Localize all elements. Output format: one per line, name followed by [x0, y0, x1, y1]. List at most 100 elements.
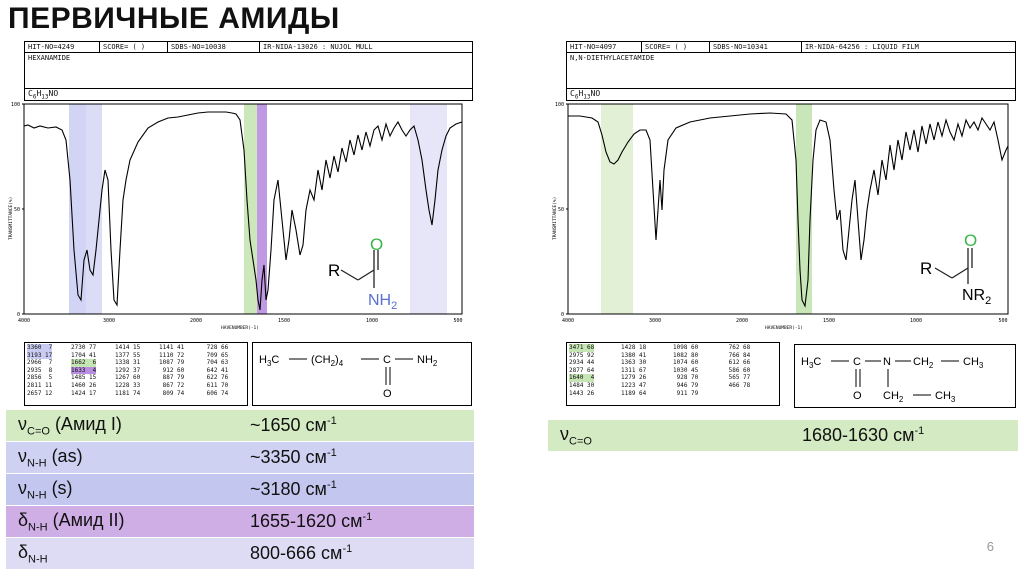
- left-peak-col-4: 728 66 709 65 704 63 642 41 622 76 611 7…: [203, 344, 229, 397]
- table-row: νC=O 1680-1630 см-1: [548, 420, 1018, 452]
- band-label: δN-H: [6, 537, 238, 570]
- right-peak-cell: 1428 18: [621, 344, 647, 351]
- band-value: 1680-1630 см-1: [790, 420, 1018, 452]
- left-ir-method: IR-NIDA-13026 : NUJOL MULL: [263, 43, 373, 51]
- left-peak-cell: 2935 8: [27, 366, 53, 374]
- left-peak-cell: 704 63: [203, 359, 229, 367]
- right-peak-table: 3471 68 2975 92 2934 44 2877 64 1640 4 1…: [566, 342, 780, 406]
- left-amide-structure: [340, 250, 379, 288]
- right-peak-col-3: 762 68 766 84 612 66 586 60 565 77 466 7…: [725, 344, 751, 390]
- left-peak-cell: 2730 77: [71, 344, 97, 351]
- left-peak-cell: 1292 37: [115, 366, 141, 374]
- left-peak-cell: 1414 15: [115, 344, 141, 351]
- left-peak-cell: 1338 31: [115, 359, 141, 367]
- right-formula-h3c: H3C: [801, 356, 821, 370]
- left-x-tick-500: 500: [453, 318, 462, 324]
- left-peak-cell: 867 72: [159, 381, 185, 389]
- right-peak-cell: 911 79: [673, 389, 699, 397]
- left-x-tick-4000: 4000: [18, 318, 30, 324]
- right-x-tick-2000: 2000: [736, 318, 748, 324]
- right-peak-cell: 1380 41: [621, 351, 647, 359]
- band-label: νC=O: [548, 420, 790, 452]
- right-ir-spectrum: 100 50 0 TRANSMITTANCE(%) 4000 3000 2000…: [552, 102, 1009, 331]
- left-molecular-formula: C6H13NO: [28, 89, 59, 101]
- table-row: νN-H (as) ~3350 см-1: [6, 441, 474, 474]
- left-peak-cell: 1424 17: [71, 389, 97, 397]
- right-peak-cell: 2975 92: [569, 351, 595, 359]
- left-peak-cell: 2966 7: [27, 359, 53, 367]
- left-x-tick-2000: 2000: [190, 318, 202, 324]
- right-amide-structure: [934, 248, 973, 284]
- left-structure-r: R: [328, 261, 340, 280]
- right-peak-cell: 1030 45: [673, 366, 699, 374]
- left-sdbs-no: SDBS-NO=10038: [171, 43, 226, 51]
- left-peak-cell: 1460 26: [71, 381, 97, 389]
- left-x-tick-1500: 1500: [278, 318, 290, 324]
- left-formula-o: O: [383, 388, 392, 400]
- right-structural-formula: H3C C N CH2 CH3 O CH2 CH3: [794, 344, 1016, 408]
- left-peak-cell: 809 74: [159, 389, 185, 397]
- right-band-co: [796, 104, 812, 314]
- right-x-tick-4000: 4000: [562, 318, 574, 324]
- right-peak-cell: 1640 4: [569, 374, 595, 382]
- left-peak-cell: 2811 11: [27, 381, 53, 389]
- right-peak-cell: 586 60: [725, 366, 751, 374]
- band-value: ~1650 см-1: [238, 410, 474, 442]
- band-value: ~3180 см-1: [238, 473, 474, 506]
- left-y-tick-100: 100: [11, 102, 20, 108]
- left-structure-o: O: [370, 235, 383, 254]
- left-peak-cell: 1662 6: [71, 359, 97, 367]
- right-x-tick-1000: 1000: [910, 318, 922, 324]
- band-label: νN-H (s): [6, 473, 238, 506]
- left-formula-nh2: NH2: [417, 354, 438, 368]
- left-peak-cell: 1141 41: [159, 344, 185, 351]
- right-peak-cell: 1279 26: [621, 374, 647, 382]
- right-peak-cell: 1098 60: [673, 344, 699, 351]
- left-peak-cell: 1485 15: [71, 374, 97, 382]
- right-y-tick-0: 0: [561, 312, 564, 318]
- left-peak-col-2: 1414 15 1377 55 1338 31 1292 37 1267 60 …: [115, 344, 140, 397]
- left-peak-cell: 2657 12: [27, 389, 53, 397]
- left-peak-cell: 728 66: [203, 344, 229, 351]
- left-peak-cell: 912 60: [159, 366, 185, 374]
- page-number: 6: [986, 539, 994, 554]
- right-peak-cell: 1074 60: [673, 359, 699, 367]
- left-band-nh-as: [69, 104, 86, 314]
- left-peak-col-0: 3360 7 3193 17 2966 7 2935 8 2856 5 2811…: [27, 344, 53, 397]
- band-value: 800-666 см-1: [238, 537, 474, 570]
- right-peak-cell: 928 70: [673, 374, 699, 382]
- left-peak-col-3: 1141 41 1110 72 1087 79 912 60 887 79 86…: [159, 344, 184, 397]
- right-peak-cell: 766 84: [725, 351, 751, 359]
- left-peak-cell: 709 65: [203, 351, 229, 359]
- right-formula-ch3-b: CH3: [935, 390, 956, 404]
- right-structure-o: O: [964, 231, 977, 250]
- right-peak-cell: 946 79: [673, 381, 699, 389]
- left-formula-c: C: [383, 354, 391, 366]
- left-structural-formula: H3C (CH2)4 C NH2 O: [252, 342, 472, 406]
- slide-title: ПЕРВИЧНЫЕ АМИДЫ: [8, 2, 340, 35]
- right-structure-r: R: [920, 259, 932, 278]
- right-x-axis-label: HAVENUMBER(-1): [765, 325, 803, 331]
- right-structure-nr2: NR2: [962, 287, 991, 307]
- left-peak-cell: 3360 7: [27, 344, 53, 352]
- left-spectrum-header: HIT-NO=4249 SCORE= ( ) SDBS-NO=10038 IR-…: [24, 41, 473, 101]
- band-value: 1655-1620 см-1: [238, 505, 474, 538]
- right-x-tick-1500: 1500: [823, 318, 835, 324]
- left-band-table: νC=O (Амид I) ~1650 см-1 νN-H (as) ~3350…: [6, 410, 474, 570]
- left-x-axis-label: HAVENUMBER(-1): [221, 325, 259, 331]
- table-row: νC=O (Амид I) ~1650 см-1: [6, 410, 474, 442]
- right-peak-cell: 3471 68: [569, 344, 595, 352]
- left-peak-cell: 2856 5: [27, 374, 53, 382]
- right-sdbs-no: SDBS-NO=10341: [713, 43, 768, 51]
- right-peak-cell: 2934 44: [569, 359, 595, 367]
- left-peak-cell: 1087 79: [159, 359, 185, 367]
- right-compound-name: N,N-DIETHYLACETAMIDE: [570, 54, 655, 62]
- right-peak-cell: 1363 30: [621, 359, 647, 367]
- left-x-tick-3000: 3000: [103, 318, 115, 324]
- right-formula-n: N: [883, 356, 891, 368]
- left-peak-cell: 1377 55: [115, 351, 141, 359]
- left-band-co: [244, 104, 257, 314]
- right-peak-cell: 612 66: [725, 359, 751, 367]
- left-peak-col-1: 2730 77 1704 41 1662 6 1633 4 1485 15 14…: [71, 344, 97, 397]
- band-label: δN-H (Амид II): [6, 505, 238, 538]
